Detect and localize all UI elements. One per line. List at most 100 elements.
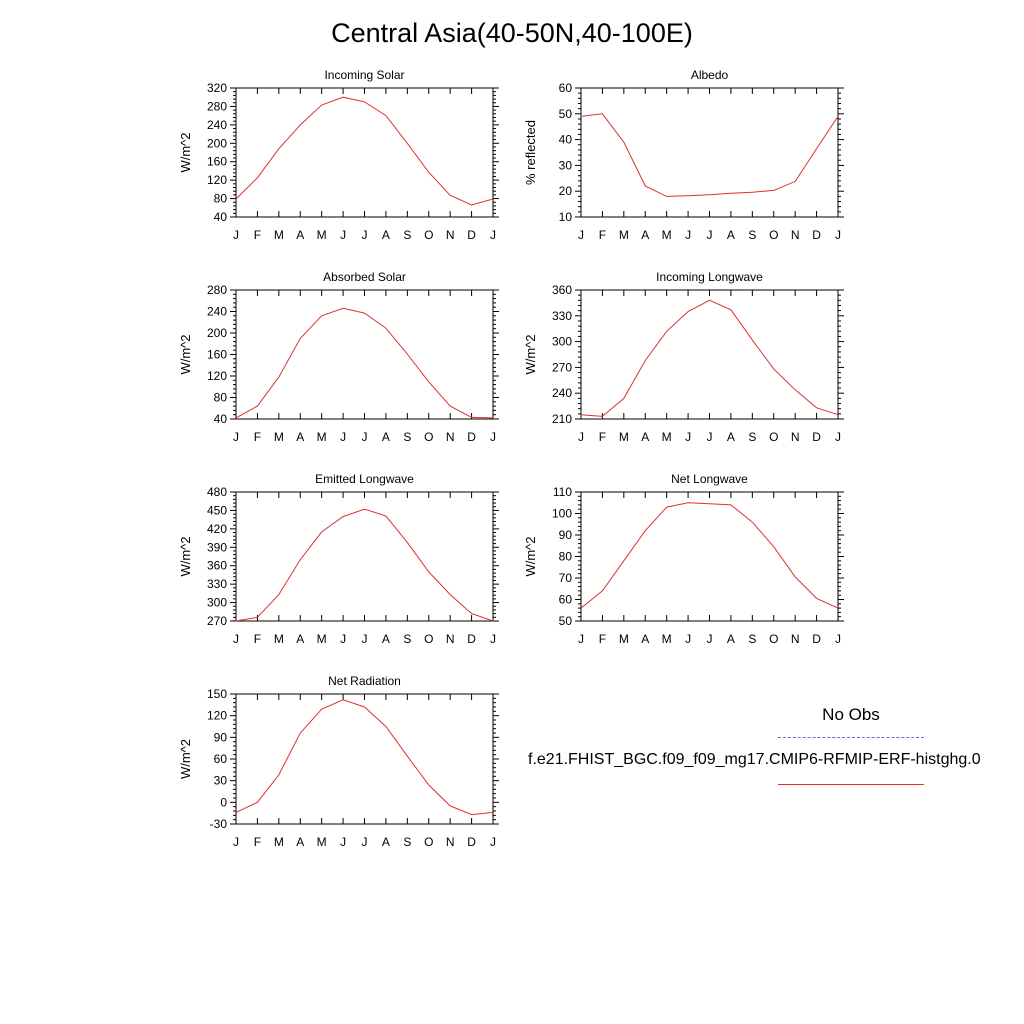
x-tick-label: D bbox=[467, 632, 476, 646]
y-tick-label: 50 bbox=[559, 107, 573, 121]
x-tick-label: D bbox=[812, 228, 821, 242]
x-tick-label: J bbox=[685, 228, 691, 242]
y-tick-label: 110 bbox=[553, 485, 572, 499]
x-tick-label: J bbox=[362, 835, 368, 849]
x-tick-label: N bbox=[446, 430, 455, 444]
y-tick-label: 210 bbox=[552, 412, 572, 426]
page-title: Central Asia(40-50N,40-100E) bbox=[331, 18, 693, 48]
y-tick-label: 100 bbox=[552, 507, 572, 521]
x-tick-label: J bbox=[362, 228, 368, 242]
y-tick-label: 40 bbox=[559, 133, 573, 147]
x-tick-label: A bbox=[727, 632, 735, 646]
y-axis-label: W/m^2 bbox=[178, 132, 193, 172]
series-line bbox=[580, 502, 839, 609]
x-tick-label: J bbox=[233, 632, 239, 646]
y-tick-label: 120 bbox=[207, 173, 227, 187]
x-tick-label: F bbox=[254, 835, 261, 849]
x-tick-label: A bbox=[296, 228, 304, 242]
x-tick-label: O bbox=[769, 632, 778, 646]
x-tick-label: J bbox=[835, 228, 841, 242]
x-tick-label: J bbox=[490, 430, 496, 444]
x-tick-label: S bbox=[403, 835, 411, 849]
panel-title: Emitted Longwave bbox=[315, 472, 414, 486]
y-tick-label: 30 bbox=[559, 158, 573, 172]
x-tick-label: A bbox=[296, 632, 304, 646]
x-tick-label: J bbox=[707, 228, 713, 242]
x-tick-label: J bbox=[685, 632, 691, 646]
x-tick-label: J bbox=[490, 632, 496, 646]
plot-frame bbox=[235, 491, 494, 622]
x-tick-label: M bbox=[274, 632, 284, 646]
x-tick-label: M bbox=[662, 430, 672, 444]
x-tick-label: J bbox=[340, 835, 346, 849]
x-tick-label: J bbox=[578, 430, 584, 444]
x-tick-label: J bbox=[578, 632, 584, 646]
x-tick-label: M bbox=[274, 430, 284, 444]
y-tick-label: 240 bbox=[552, 386, 572, 400]
panel-title: Incoming Solar bbox=[324, 68, 404, 82]
y-axis-label: W/m^2 bbox=[523, 334, 538, 374]
y-tick-label: 300 bbox=[552, 335, 572, 349]
x-tick-label: M bbox=[619, 632, 629, 646]
y-tick-label: 90 bbox=[214, 730, 228, 744]
y-tick-label: 70 bbox=[559, 571, 573, 585]
x-tick-label: D bbox=[467, 835, 476, 849]
y-tick-label: 360 bbox=[552, 283, 572, 297]
y-tick-label: 40 bbox=[214, 210, 228, 224]
y-tick-label: 200 bbox=[207, 136, 227, 150]
x-tick-label: M bbox=[317, 228, 327, 242]
series-line bbox=[580, 299, 839, 417]
x-tick-label: M bbox=[274, 835, 284, 849]
x-tick-label: F bbox=[254, 228, 261, 242]
x-tick-label: J bbox=[490, 228, 496, 242]
x-tick-label: D bbox=[812, 632, 821, 646]
x-tick-label: J bbox=[233, 228, 239, 242]
y-tick-label: 320 bbox=[207, 81, 227, 95]
plot-frame bbox=[580, 87, 839, 218]
x-tick-label: A bbox=[727, 430, 735, 444]
y-tick-label: 120 bbox=[207, 369, 227, 383]
x-tick-label: O bbox=[769, 228, 778, 242]
x-tick-label: J bbox=[362, 632, 368, 646]
y-tick-label: 390 bbox=[207, 540, 227, 554]
y-tick-label: 120 bbox=[207, 709, 227, 723]
panel-title: Net Radiation bbox=[328, 674, 401, 688]
x-tick-label: A bbox=[382, 228, 390, 242]
y-tick-label: 60 bbox=[214, 752, 228, 766]
x-tick-label: S bbox=[748, 228, 756, 242]
x-tick-label: J bbox=[685, 430, 691, 444]
y-tick-label: 80 bbox=[214, 391, 228, 405]
y-axis-label: W/m^2 bbox=[178, 536, 193, 576]
x-tick-label: M bbox=[317, 835, 327, 849]
y-tick-label: 60 bbox=[559, 593, 573, 607]
x-tick-label: O bbox=[424, 228, 433, 242]
x-tick-label: J bbox=[707, 632, 713, 646]
x-tick-label: O bbox=[424, 430, 433, 444]
series-line bbox=[235, 307, 494, 419]
x-tick-label: A bbox=[382, 632, 390, 646]
x-tick-label: A bbox=[382, 430, 390, 444]
y-tick-label: 280 bbox=[207, 283, 227, 297]
x-tick-label: N bbox=[446, 835, 455, 849]
plot-frame bbox=[580, 491, 839, 622]
x-tick-label: O bbox=[424, 835, 433, 849]
y-tick-label: 60 bbox=[559, 81, 573, 95]
legend-obs-line bbox=[778, 737, 924, 738]
x-tick-label: J bbox=[835, 430, 841, 444]
y-tick-label: 0 bbox=[220, 795, 227, 809]
y-tick-label: 40 bbox=[214, 412, 228, 426]
y-axis-label: % reflected bbox=[523, 120, 538, 185]
series-line bbox=[580, 113, 839, 197]
y-tick-label: 360 bbox=[207, 559, 227, 573]
x-tick-label: N bbox=[791, 228, 800, 242]
legend-obs-label: No Obs bbox=[822, 705, 880, 724]
y-tick-label: 480 bbox=[207, 485, 227, 499]
x-tick-label: A bbox=[296, 430, 304, 444]
panel-title: Albedo bbox=[691, 68, 729, 82]
y-tick-label: 20 bbox=[559, 184, 573, 198]
series-line bbox=[235, 699, 494, 816]
y-tick-label: -30 bbox=[210, 817, 228, 831]
x-tick-label: M bbox=[274, 228, 284, 242]
x-tick-label: J bbox=[490, 835, 496, 849]
